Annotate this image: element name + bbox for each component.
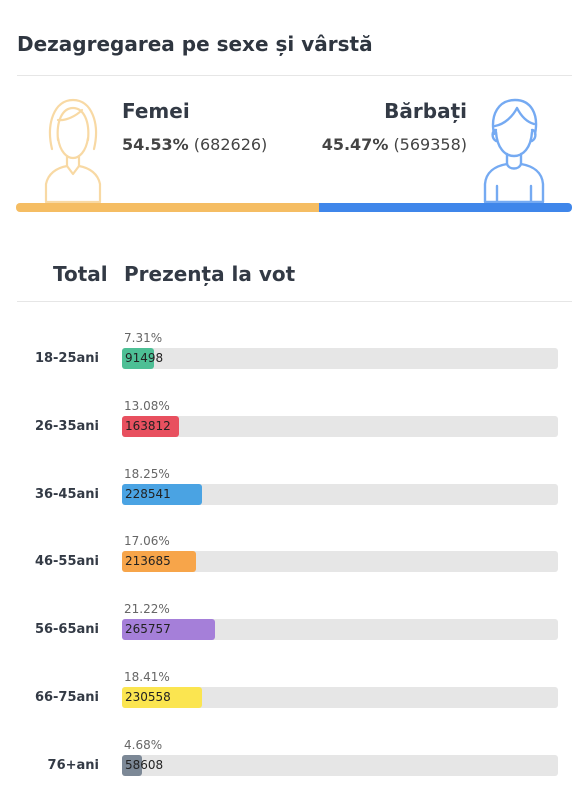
percent-label: 21.22% [124,602,170,617]
percent-label: 17.06% [124,534,170,549]
bar-track: 228541 [122,483,558,505]
age-group-label: 36-45ani [34,486,99,502]
count-label: 58608 [125,757,164,772]
female-percent: 54.53% [122,135,189,154]
age-group-label: 46-55ani [34,554,99,570]
woman-icon [44,98,102,204]
female-count: (682626) [193,135,268,154]
percent-label: 7.31% [124,331,163,345]
count-label: 230558 [125,690,171,704]
percent-label: 4.68% [124,737,163,752]
age-group-label: 66-75ani [34,690,99,705]
bar [122,687,203,708]
bar-track: 91498 [122,348,558,369]
age-group-label: 56-65ani [34,622,99,638]
bar-track: 230558 [122,687,558,708]
bar [122,483,202,505]
bar [122,754,143,776]
male-stat: 45.47% (569358) [322,135,467,154]
divider [17,75,572,76]
age-group-label: 18-25ani [34,351,99,366]
percent-label: 13.08% [124,398,170,413]
bar-track: 163812 [122,415,558,437]
bar [122,619,215,641]
man-icon [483,98,545,204]
percent-label: 18.41% [124,670,170,684]
age-group-label: 26-35ani [34,418,99,434]
male-count: (569358) [393,135,467,154]
count-label: 228541 [125,486,171,501]
bar [122,551,197,573]
age-group-label: 76+ani [47,757,99,773]
count-label: 91498 [125,351,164,365]
page-title: Dezagregarea pe sexe și vârstă [17,32,373,56]
bar-track: 213685 [122,551,558,573]
bar [122,415,180,437]
total-header: Total [53,262,108,286]
count-label: 213685 [125,554,171,569]
bar-track: 58608 [122,754,558,776]
female-share-bar [16,203,319,212]
bar-track: 265757 [122,619,558,641]
count-label: 163812 [125,418,171,433]
female-stat: 54.53% (682626) [122,135,267,154]
male-label: Bărbați [384,99,467,123]
count-label: 265757 [125,622,171,637]
bar [122,348,154,369]
percent-label: 18.25% [124,466,170,481]
male-percent: 45.47% [321,135,389,154]
turnout-header: Prezența la vot [124,262,296,286]
divider [17,301,572,302]
female-label: Femei [122,99,190,123]
male-share-bar [319,203,572,212]
